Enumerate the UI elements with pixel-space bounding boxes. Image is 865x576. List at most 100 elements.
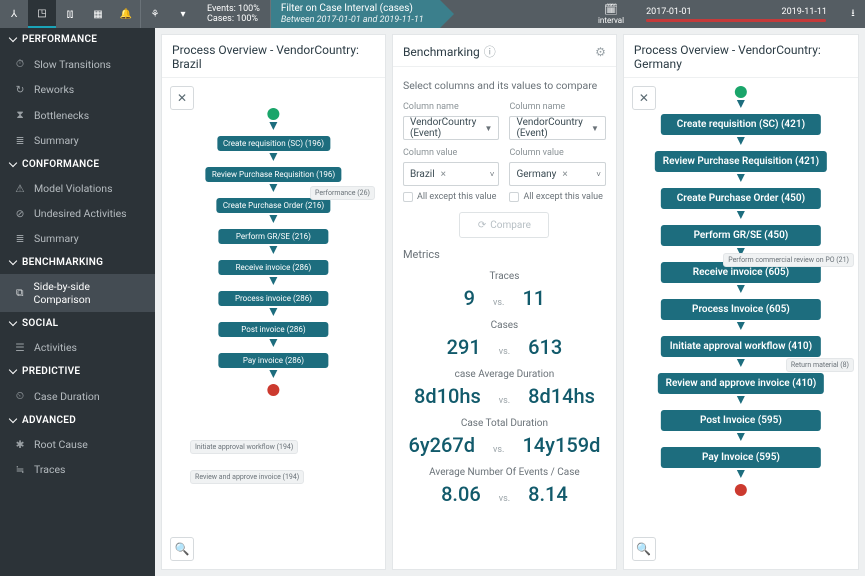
nav-icon-grid[interactable]: ▦: [84, 0, 112, 28]
ghost-commercial: Perform commercial review on PO (21): [723, 253, 854, 267]
metric-right: 8d14hs: [528, 384, 595, 408]
metrics-heading: Metrics: [403, 248, 606, 261]
remove-value-r-icon[interactable]: ×: [562, 169, 567, 180]
flow-end-node: [735, 484, 747, 496]
metric-title: Average Number Of Events / Case: [403, 467, 606, 478]
panel-benchmarking: Benchmarking ⓘ ⚙ Select columns and its …: [392, 34, 617, 570]
panel-left-title: Process Overview - VendorCountry: Brazil: [172, 43, 375, 71]
sidebar-item-traces[interactable]: ≒Traces: [0, 457, 155, 482]
col-name-label-r: Column name: [509, 102, 605, 112]
gear-icon[interactable]: ⚙: [595, 45, 606, 59]
sidebar-item-case-duration[interactable]: ⏲Case Duration: [0, 383, 155, 409]
sidebar-section-conformance[interactable]: CONFORMANCE: [0, 153, 155, 176]
sidebar-section-predictive[interactable]: PREDICTIVE: [0, 360, 155, 383]
top-icon-strip: ⅄ ◳ ⫾⫾ ▦ 🔔 ⚘ ▾: [0, 0, 197, 28]
compare-button[interactable]: ⟳ Compare: [459, 212, 549, 238]
sidebar-item-summary[interactable]: ≣Summary: [0, 226, 155, 251]
sidebar-item-activities[interactable]: ☰Activities: [0, 335, 155, 360]
active-filter-pill[interactable]: Filter on Case Interval (cases) Between …: [271, 0, 440, 28]
col-name-value-r: VendorCountry (Event): [516, 117, 591, 139]
metric-title: Case Total Duration: [403, 418, 606, 429]
panel-mid-title: Benchmarking: [403, 45, 480, 59]
nav-icon-org[interactable]: ⅄: [0, 0, 28, 28]
stats-events: Events: 100%: [207, 4, 260, 14]
compare-label: Compare: [490, 220, 531, 231]
flow-start-node: [267, 108, 279, 120]
sidebar-item-slow-transitions[interactable]: ⏱Slow Transitions: [0, 51, 155, 77]
flow-arrow: [269, 277, 277, 285]
top-bar: ⅄ ◳ ⫾⫾ ▦ 🔔 ⚘ ▾ Events: 100% Cases: 100% …: [0, 0, 865, 28]
flow-node[interactable]: Post invoice (286): [218, 322, 328, 337]
date-range[interactable]: 2017-01-01 2019-11-11: [632, 0, 841, 28]
flow-node[interactable]: Pay Invoice (595): [661, 447, 821, 468]
flow-node[interactable]: Create requisition (SC) (196): [217, 136, 330, 151]
col-value-r: Germany: [516, 169, 556, 180]
col-value-label-r: Column value: [509, 148, 605, 158]
metric-average-number-of-events-case: Average Number Of Events / Case8.06vs.8.…: [403, 467, 606, 506]
metric-vs: vs.: [493, 445, 504, 455]
sidebar-item-reworks[interactable]: ↻Reworks: [0, 77, 155, 102]
interval-label-block: 🗓 interval: [590, 0, 632, 28]
sidebar-item-undesired-activities[interactable]: ⊘Undesired Activities: [0, 201, 155, 226]
flow-node[interactable]: Receive invoice (286): [218, 260, 328, 275]
flow-right: Create requisition (SC) (421) Review Purc…: [655, 86, 827, 496]
flow-node[interactable]: Perform GR/SE (216): [218, 229, 328, 244]
date-to: 2019-11-11: [782, 7, 827, 17]
expand-down-icon[interactable]: ⭳: [841, 0, 865, 28]
toolbar-filter-icon[interactable]: ▾: [169, 0, 197, 28]
flow-node[interactable]: Review Purchase Requisition (196): [206, 167, 341, 182]
flow-node[interactable]: Perform GR/SE (450): [661, 225, 821, 246]
metric-vs: vs.: [493, 298, 504, 308]
flow-node[interactable]: Create Purchase Order (216): [217, 198, 330, 213]
col-name-select-r[interactable]: VendorCountry (Event) ▼: [509, 116, 605, 140]
shuffle-button-left[interactable]: ✕: [170, 86, 194, 110]
col-name-select-l[interactable]: VendorCountry (Event) ▼: [403, 116, 499, 140]
sidebar-section-performance[interactable]: PERFORMANCE: [0, 28, 155, 51]
info-icon[interactable]: ⓘ: [484, 43, 496, 60]
col-value-tag-l[interactable]: Brazil × ˅: [403, 162, 499, 186]
col-value-l: Brazil: [410, 169, 435, 180]
flow-node[interactable]: Process invoice (286): [218, 291, 328, 306]
flow-node[interactable]: Initiate approval workflow (410): [661, 336, 821, 357]
metric-left: 8.06: [441, 482, 481, 506]
metric-vs: vs.: [499, 396, 510, 406]
sidebar-section-benchmarking[interactable]: BENCHMARKING: [0, 251, 155, 274]
all-except-r[interactable]: All except this value: [509, 192, 605, 202]
panel-process-left: Process Overview - VendorCountry: Brazil…: [161, 34, 386, 570]
sidebar-item-side-by-side-comparison[interactable]: ⧉Side-by-side Comparison: [0, 274, 155, 312]
zoom-button-left[interactable]: 🔍: [170, 537, 194, 561]
nav-icon-overview[interactable]: ◳: [28, 0, 56, 28]
flow-arrow: [737, 470, 745, 478]
flow-node[interactable]: Process Invoice (605): [661, 299, 821, 320]
sidebar-item-root-cause[interactable]: ✱Root Cause: [0, 432, 155, 457]
col-value-tag-r[interactable]: Germany × ˅: [509, 162, 605, 186]
metric-traces: Traces9vs.11: [403, 271, 606, 310]
sidebar-item-summary[interactable]: ≣Summary: [0, 128, 155, 153]
sidebar-section-social[interactable]: SOCIAL: [0, 312, 155, 335]
shuffle-button-right[interactable]: ✕: [632, 86, 656, 110]
nav-icon-bell[interactable]: 🔔: [112, 0, 140, 28]
all-except-l[interactable]: All except this value: [403, 192, 499, 202]
remove-value-l-icon[interactable]: ×: [441, 169, 446, 180]
metric-left: 291: [447, 335, 481, 359]
panel-process-right: Process Overview - VendorCountry: German…: [623, 34, 859, 570]
col-name-label-l: Column name: [403, 102, 499, 112]
flow-node[interactable]: Review Purchase Requisition (421): [655, 151, 827, 172]
flow-node[interactable]: Create Purchase Order (450): [661, 188, 821, 209]
zoom-button-right[interactable]: 🔍: [632, 537, 656, 561]
sidebar-item-bottlenecks[interactable]: ⧗Bottlenecks: [0, 102, 155, 128]
ghost-performance: Performance (26): [310, 186, 375, 200]
flow-node[interactable]: Pay invoice (286): [218, 353, 328, 368]
flow-node[interactable]: Create requisition (SC) (421): [661, 114, 821, 135]
flow-node[interactable]: Post Invoice (595): [661, 410, 821, 431]
flow-arrow: [737, 396, 745, 404]
range-track[interactable]: [646, 19, 826, 22]
flow-arrow: [737, 359, 745, 367]
sidebar-item-model-violations[interactable]: ⚠Model Violations: [0, 176, 155, 201]
sidebar-section-advanced[interactable]: ADVANCED: [0, 409, 155, 432]
nav-icon-charts[interactable]: ⫾⫾: [56, 0, 84, 28]
flow-node[interactable]: Review and approve invoice (410): [658, 373, 825, 394]
flow-arrow: [269, 246, 277, 254]
toolbar-share-icon[interactable]: ⚘: [141, 0, 169, 28]
flow-arrow: [737, 211, 745, 219]
